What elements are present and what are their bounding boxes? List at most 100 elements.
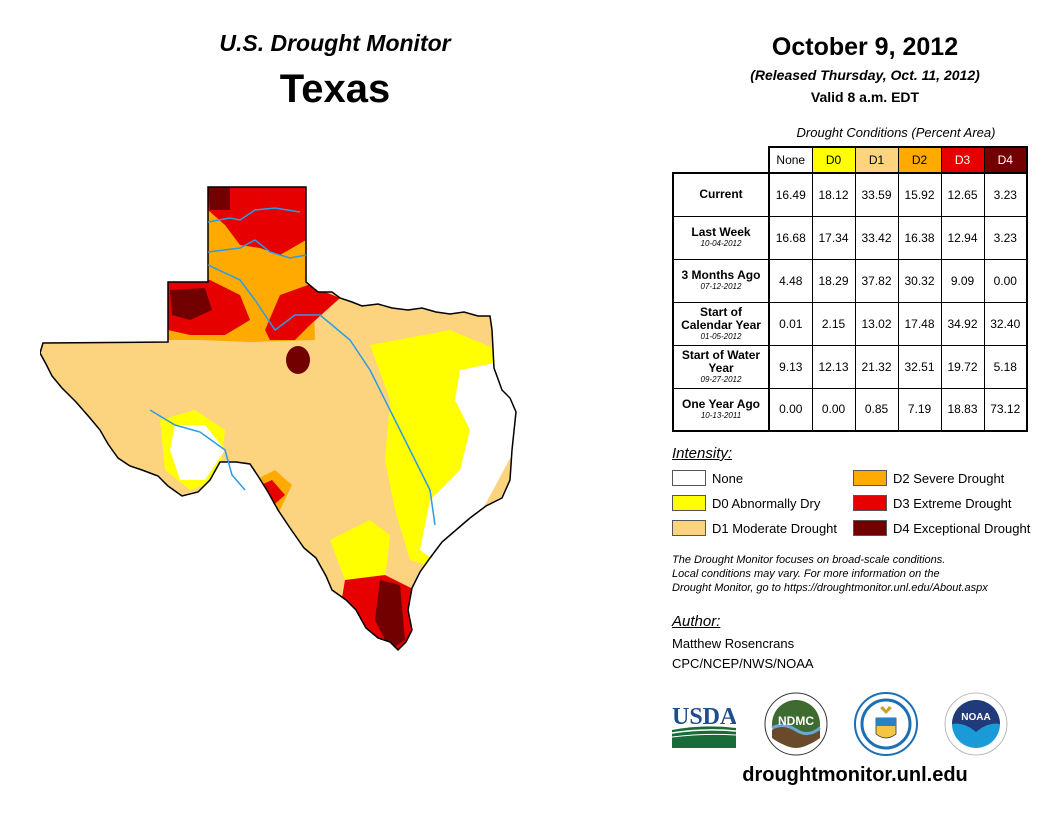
value-cell-d1: 33.59: [854, 172, 899, 217]
row-label-text: One Year Ago: [681, 396, 761, 411]
d0-region: [330, 520, 390, 580]
swatch-d4: [853, 520, 887, 536]
value-cell-none: 9.13: [768, 344, 813, 389]
legend-label: D4 Exceptional Drought: [893, 520, 1031, 536]
commerce-seal: [854, 692, 918, 756]
row-date: 09-27-2012: [700, 374, 742, 384]
row-label-text: 3 Months Ago: [681, 268, 761, 282]
col-d3: D3: [940, 146, 985, 174]
ndmc-text: NDMC: [778, 714, 814, 728]
usda-logo: USDA: [672, 704, 736, 748]
row-label: Current: [672, 172, 770, 217]
none-region: [170, 425, 225, 480]
legend-label: D2 Severe Drought: [893, 470, 1005, 486]
row-date: 01-05-2012: [700, 331, 742, 341]
value-cell-none: 0.00: [768, 387, 813, 432]
swatch-d1: [672, 520, 706, 536]
legend-d0: D0 Abnormally Dry: [672, 495, 820, 511]
drought-conditions-table: None D0 D1 D2 D3 D4 Current 16.49 18.12 33.…: [672, 146, 1028, 432]
river: [207, 207, 301, 223]
legend-d1: D1 Moderate Drought: [672, 520, 837, 536]
value-cell-d1: 37.82: [854, 258, 899, 303]
value-cell-d4: 3.23: [983, 215, 1028, 260]
value-cell-none: 0.01: [768, 301, 813, 346]
legend-label: None: [712, 470, 744, 486]
corner-cell: [673, 147, 770, 173]
table-row: One Year Ago 10-13-2011 0.00 0.00 0.85 7.19 18…: [672, 387, 1028, 432]
noaa-logo: NOAA: [944, 692, 1008, 756]
value-cell-d4: 32.40: [983, 301, 1028, 346]
value-cell-d3: 19.72: [940, 344, 985, 389]
texas-outline: [40, 186, 517, 652]
swatch-d0: [672, 495, 706, 511]
value-cell-d4: 5.18: [983, 344, 1028, 389]
row-label-text: Start of Water Year: [681, 347, 761, 375]
author-org: CPC/NCEP/NWS/NOAA: [672, 656, 814, 671]
value-cell-none: 16.49: [768, 172, 813, 217]
row-date: 10-13-2011: [700, 410, 742, 420]
river: [207, 239, 307, 259]
legend-d3: D3 Extreme Drought: [853, 495, 1012, 511]
row-date: 07-12-2012: [700, 282, 742, 291]
value-cell-d0: 17.34: [811, 215, 856, 260]
d4-region: [286, 346, 310, 374]
table-caption: Drought Conditions (Percent Area): [796, 125, 996, 140]
usda-text: USDA: [672, 704, 736, 730]
legend-d4: D4 Exceptional Drought: [853, 520, 1030, 536]
d1-region: [40, 187, 516, 650]
author-heading: Author:: [672, 613, 721, 630]
value-cell-d3: 9.09: [940, 258, 985, 303]
release-date: (Released Thursday, Oct. 11, 2012): [750, 67, 980, 83]
river: [207, 264, 436, 526]
d4-region: [375, 580, 405, 650]
value-cell-d0: 12.13: [811, 344, 856, 389]
noaa-text: NOAA: [961, 712, 990, 723]
d3-region: [208, 187, 306, 255]
value-cell-d2: 30.32: [897, 258, 942, 303]
value-cell-d4: 73.12: [983, 387, 1028, 432]
value-cell-d0: 18.29: [811, 258, 856, 303]
swatch-d2: [853, 470, 887, 486]
row-label-text: Current: [699, 187, 743, 202]
row-date: 10-04-2012: [700, 239, 742, 248]
table-row: Start of Water Year 09-27-2012 9.13 12.13 21…: [672, 344, 1028, 389]
note-line: Local conditions may vary. For more info…: [672, 568, 940, 580]
legend-label: D1 Moderate Drought: [712, 520, 838, 536]
value-cell-d0: 18.12: [811, 172, 856, 217]
none-region: [420, 360, 516, 565]
value-cell-d2: 17.48: [897, 301, 942, 346]
legend-none: None: [672, 470, 743, 486]
legend-label: D3 Extreme Drought: [893, 495, 1012, 511]
value-cell-d0: 0.00: [811, 387, 856, 432]
value-cell-d2: 16.38: [897, 215, 942, 260]
value-cell-d0: 2.15: [811, 301, 856, 346]
website-url[interactable]: droughtmonitor.unl.edu: [742, 764, 968, 786]
row-label: 3 Months Ago 07-12-2012: [672, 258, 770, 303]
value-cell-none: 4.48: [768, 258, 813, 303]
value-cell-d2: 7.19: [897, 387, 942, 432]
row-label-text: Start of Calendar Year: [681, 304, 761, 332]
d4-region: [208, 187, 230, 210]
state-title: Texas: [279, 67, 391, 111]
col-d1: D1: [854, 146, 899, 174]
river: [149, 409, 246, 491]
disclaimer-note: The Drought Monitor focuses on broad-sca…: [672, 553, 1042, 595]
note-line: The Drought Monitor focuses on broad-sca…: [672, 554, 946, 566]
col-d4: D4: [983, 146, 1028, 174]
d3-region: [265, 285, 340, 340]
table-header-row: None D0 D1 D2 D3 D4: [673, 146, 1028, 174]
value-cell-d2: 15.92: [897, 172, 942, 217]
value-cell-d3: 12.65: [940, 172, 985, 217]
value-cell-d4: 3.23: [983, 172, 1028, 217]
d4-region: [170, 288, 212, 320]
row-label-text: Last Week: [691, 225, 751, 239]
value-cell-none: 16.68: [768, 215, 813, 260]
value-cell-d3: 18.83: [940, 387, 985, 432]
table-row: Start of Calendar Year 01-05-2012 0.01 2.15…: [672, 301, 1028, 346]
col-none: None: [768, 146, 813, 174]
row-label: Start of Calendar Year 01-05-2012: [672, 301, 770, 346]
row-label: Start of Water Year 09-27-2012: [672, 344, 770, 389]
value-cell-d1: 21.32: [854, 344, 899, 389]
d3-region: [320, 595, 345, 650]
table-row: Last Week 10-04-2012 16.68 17.34 33.42 16.38 1…: [672, 215, 1028, 260]
